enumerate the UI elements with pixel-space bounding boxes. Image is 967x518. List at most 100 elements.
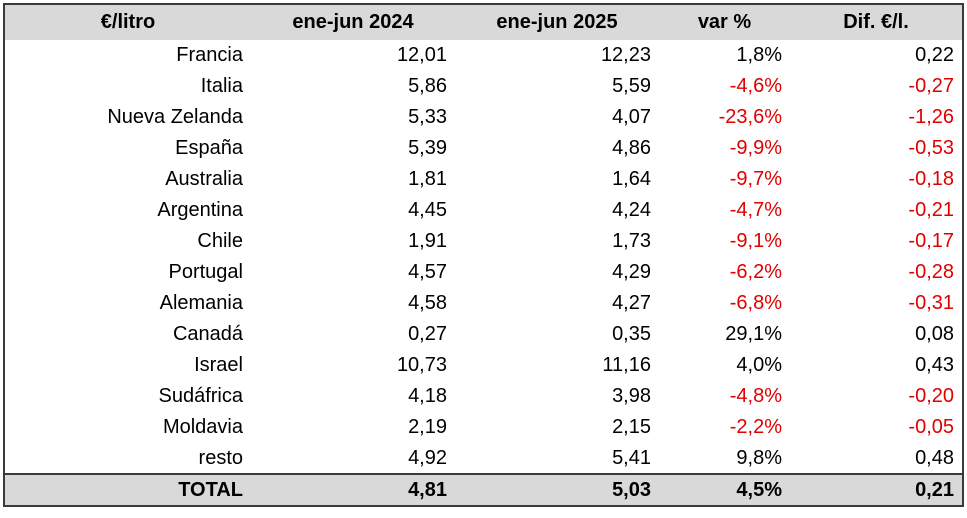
value-cell: -9,1% xyxy=(729,230,782,252)
country-cell: resto xyxy=(198,446,243,469)
value-cell: 4,92 xyxy=(408,446,447,469)
value-cell: -0,53 xyxy=(908,137,954,159)
value-cell: 1,91 xyxy=(408,230,447,252)
country-cell: Israel xyxy=(194,354,243,376)
value-cell: 12,01 xyxy=(396,44,447,66)
value-cell: -4,8% xyxy=(729,385,782,407)
column-header: ene-jun 2024 xyxy=(292,11,414,33)
table-row: Australia 1,81 1,64 -9,7% -0,18 xyxy=(4,164,963,195)
value-cell: -1,26 xyxy=(908,106,954,128)
value-cell: 1,64 xyxy=(612,168,651,190)
value-cell: 4,24 xyxy=(612,199,651,221)
column-header: Dif. €/l. xyxy=(843,11,909,33)
country-cell: Argentina xyxy=(157,199,243,221)
value-cell: 2,15 xyxy=(612,416,651,438)
value-cell: 5,33 xyxy=(408,106,447,128)
value-cell: -4,6% xyxy=(729,75,782,97)
value-cell: 5,39 xyxy=(408,137,447,159)
table-row: Argentina 4,45 4,24 -4,7% -0,21 xyxy=(4,195,963,226)
country-cell: Italia xyxy=(200,75,243,97)
value-cell: -0,27 xyxy=(908,75,954,97)
value-cell: -0,21 xyxy=(908,199,954,221)
value-cell: 10,73 xyxy=(396,354,447,376)
value-cell: 1,73 xyxy=(612,230,651,252)
total-cell: 0,21 xyxy=(790,473,963,506)
country-cell: Australia xyxy=(165,168,243,190)
table-footer: TOTAL 4,81 5,03 4,5% 0,21 xyxy=(4,473,963,506)
column-header: var % xyxy=(697,11,752,33)
total-cell: 4,5% xyxy=(659,473,790,506)
value-cell: 1,8% xyxy=(736,44,782,66)
table-row: Moldavia 2,19 2,15 -2,2% -0,05 xyxy=(4,412,963,443)
value-cell: 5,59 xyxy=(612,75,651,97)
value-cell: 0,08 xyxy=(915,323,954,345)
table-row: Alemania 4,58 4,27 -6,8% -0,31 xyxy=(4,288,963,319)
country-cell: Alemania xyxy=(159,292,243,314)
value-cell: 4,27 xyxy=(612,292,651,314)
table-row: España 5,39 4,86 -9,9% -0,53 xyxy=(4,133,963,164)
table-row: Nueva Zelanda 5,33 4,07 -23,6% -1,26 xyxy=(4,102,963,133)
value-cell: -9,7% xyxy=(729,168,782,190)
value-cell: -9,9% xyxy=(729,137,782,159)
value-cell: -23,6% xyxy=(718,106,782,128)
country-cell: España xyxy=(175,137,243,159)
value-cell: -6,2% xyxy=(729,261,782,283)
value-cell: 0,48 xyxy=(915,446,954,469)
value-cell: 0,22 xyxy=(915,44,954,66)
value-cell: 12,23 xyxy=(600,44,651,66)
column-header: ene-jun 2025 xyxy=(496,11,618,33)
table-row: Canadá 0,27 0,35 29,1% 0,08 xyxy=(4,319,963,350)
table-body: Francia 12,01 12,23 1,8% 0,22 Italia 5,86 5,59 -… xyxy=(4,40,963,474)
value-cell: -0,20 xyxy=(908,385,954,407)
country-cell: Moldavia xyxy=(162,416,243,438)
column-header: €/litro xyxy=(100,11,156,33)
value-cell: 4,07 xyxy=(612,106,651,128)
value-cell: 0,27 xyxy=(408,323,447,345)
value-cell: -0,17 xyxy=(908,230,954,252)
value-cell: -0,05 xyxy=(908,416,954,438)
value-cell: 4,58 xyxy=(408,292,447,314)
value-cell: -2,2% xyxy=(729,416,782,438)
table-row: Francia 12,01 12,23 1,8% 0,22 xyxy=(4,40,963,71)
value-cell: -0,31 xyxy=(908,292,954,314)
value-cell: 4,18 xyxy=(408,385,447,407)
table-row: Israel 10,73 11,16 4,0% 0,43 xyxy=(4,350,963,381)
country-cell: Portugal xyxy=(168,261,244,283)
total-row: TOTAL 4,81 5,03 4,5% 0,21 xyxy=(4,473,963,506)
value-cell: 3,98 xyxy=(612,385,651,407)
value-cell: 4,57 xyxy=(408,261,447,283)
value-cell: -4,7% xyxy=(729,199,782,221)
value-cell: 1,81 xyxy=(408,168,447,190)
table-header: €/litro ene-jun 2024 ene-jun 2025 var % Dif.… xyxy=(4,4,963,40)
value-cell: 29,1% xyxy=(725,323,782,345)
data-table: €/litro ene-jun 2024 ene-jun 2025 var % Dif.… xyxy=(3,3,964,507)
country-cell: Nueva Zelanda xyxy=(107,106,243,128)
table-row: Italia 5,86 5,59 -4,6% -0,27 xyxy=(4,71,963,102)
table-row: Chile 1,91 1,73 -9,1% -0,17 xyxy=(4,226,963,257)
total-cell: 5,03 xyxy=(455,473,659,506)
value-cell: 0,35 xyxy=(612,323,651,345)
value-cell: 4,29 xyxy=(612,261,651,283)
value-cell: 5,41 xyxy=(612,446,651,469)
table-row: Portugal 4,57 4,29 -6,2% -0,28 xyxy=(4,257,963,288)
table-row: Sudáfrica 4,18 3,98 -4,8% -0,20 xyxy=(4,381,963,412)
value-cell: 9,8% xyxy=(736,446,782,469)
value-cell: 4,0% xyxy=(736,354,782,376)
value-cell: 4,86 xyxy=(612,137,651,159)
value-cell: 0,43 xyxy=(915,354,954,376)
country-cell: Chile xyxy=(197,230,243,252)
value-cell: -0,18 xyxy=(908,168,954,190)
total-label: TOTAL xyxy=(4,473,251,506)
country-cell: Canadá xyxy=(172,323,243,345)
header-row: €/litro ene-jun 2024 ene-jun 2025 var % Dif.… xyxy=(4,4,963,40)
total-cell: 4,81 xyxy=(251,473,455,506)
value-cell: 11,16 xyxy=(602,354,651,376)
value-cell: 4,45 xyxy=(408,199,447,221)
value-cell: 5,86 xyxy=(408,75,447,97)
value-cell: -6,8% xyxy=(729,292,782,314)
country-cell: Sudáfrica xyxy=(158,385,244,407)
table-row: resto 4,92 5,41 9,8% 0,48 xyxy=(4,443,963,474)
value-cell: 2,19 xyxy=(408,416,447,438)
value-cell: -0,28 xyxy=(908,261,954,283)
